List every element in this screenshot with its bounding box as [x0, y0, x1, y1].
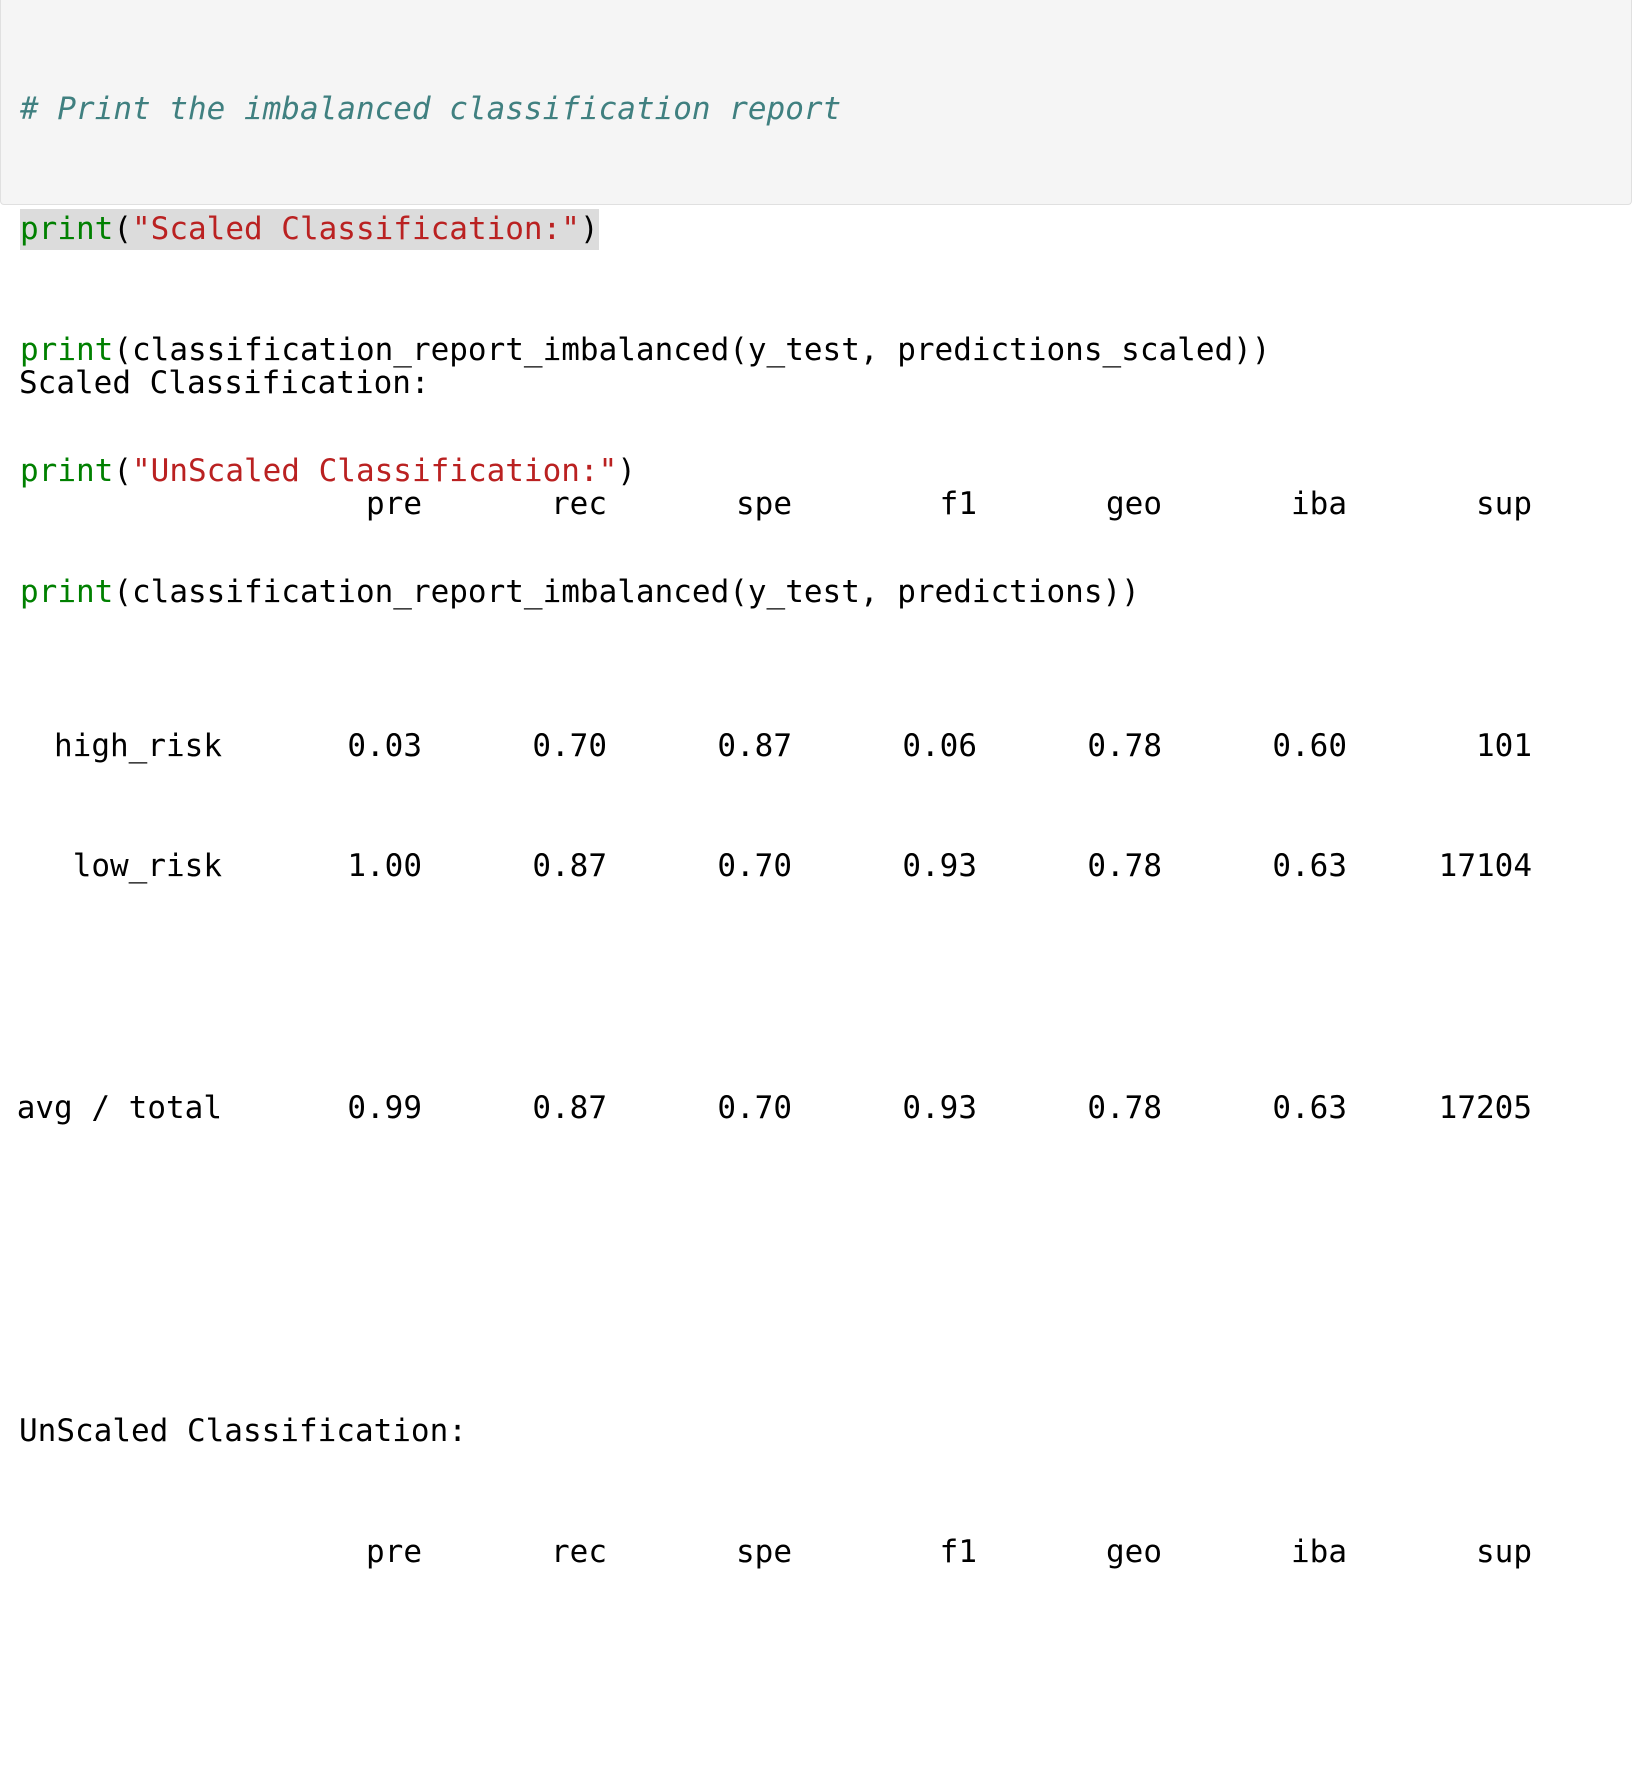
value-f1: 0.06 — [902, 727, 977, 764]
total-label: avg / total — [16, 1090, 222, 1127]
header-pre: pre — [366, 1533, 422, 1570]
value-geo: 0.78 — [1087, 727, 1162, 764]
header-geo: geo — [1106, 485, 1162, 522]
value-pre: 0.03 — [347, 727, 422, 764]
report-header-row: pre rec spe f1 geo iba sup — [19, 1532, 1599, 1572]
blank-line — [19, 605, 1599, 645]
report-header-row: pre rec spe f1 geo iba sup — [19, 484, 1599, 524]
builtin-print: print — [20, 574, 114, 611]
header-spe: spe — [736, 1533, 792, 1570]
total-iba: 0.63 — [1272, 1090, 1347, 1127]
value-rec: 0.70 — [532, 727, 607, 764]
total-spe: 0.70 — [717, 1090, 792, 1127]
code-line-print-scaled-report: print(classification_report_imbalanced(y… — [20, 330, 1270, 370]
report-title: UnScaled Classification: — [19, 1411, 1599, 1451]
value-iba: 0.60 — [1272, 727, 1347, 764]
table-total-row: avg / total 0.99 0.87 0.70 0.93 0.78 0.6… — [16, 1088, 1599, 1128]
header-f1: f1 — [939, 485, 977, 522]
code-call: (classification_report_imbalanced(y_test… — [113, 574, 1140, 611]
code-line-print-unscaled-report: print(classification_report_imbalanced(y… — [20, 572, 1270, 612]
highlighted-line: print("Scaled Classification:") — [20, 209, 599, 250]
total-sup: 17205 — [1438, 1090, 1532, 1127]
total-pre: 0.99 — [347, 1090, 422, 1127]
header-iba: iba — [1291, 485, 1347, 522]
total-geo: 0.78 — [1087, 1090, 1162, 1127]
row-label: high_risk — [54, 727, 222, 764]
code-line-comment: # Print the imbalanced classification re… — [20, 89, 1270, 129]
value-pre: 1.00 — [347, 848, 422, 885]
value-sup: 101 — [1476, 727, 1532, 764]
header-sup: sup — [1476, 1533, 1532, 1570]
header-spe: spe — [736, 485, 792, 522]
value-sup: 17104 — [1438, 848, 1532, 885]
header-pre: pre — [366, 485, 422, 522]
code-comment: # Print the imbalanced classification re… — [20, 90, 842, 127]
string-literal: "Scaled Classification:" — [132, 211, 580, 248]
header-rec: rec — [551, 485, 607, 522]
cell-output: Scaled Classification: pre rec spe f1 ge… — [16, 242, 1599, 1768]
builtin-print: print — [20, 211, 114, 248]
value-f1: 0.93 — [902, 848, 977, 885]
value-rec: 0.87 — [532, 848, 607, 885]
code-editor[interactable]: # Print the imbalanced classification re… — [20, 8, 1270, 693]
table-row: high_risk 0.03 0.70 0.87 0.06 0.78 0.60 … — [19, 726, 1599, 766]
paren-open: ( — [113, 211, 132, 248]
string-literal: "UnScaled Classification:" — [132, 453, 618, 490]
header-sup: sup — [1476, 485, 1532, 522]
row-label: low_risk — [72, 848, 222, 885]
value-iba: 0.63 — [1272, 848, 1347, 885]
total-rec: 0.87 — [532, 1090, 607, 1127]
value-spe: 0.87 — [717, 727, 792, 764]
builtin-print: print — [20, 453, 114, 490]
total-f1: 0.93 — [902, 1090, 977, 1127]
blank-line — [19, 1209, 1599, 1249]
header-rec: rec — [551, 1533, 607, 1570]
table-row: low_risk 1.00 0.87 0.70 0.93 0.78 0.63 1… — [19, 846, 1599, 886]
paren-close: ) — [579, 211, 599, 248]
builtin-print: print — [20, 332, 114, 369]
paren-open: ( — [113, 453, 132, 490]
blank-line — [19, 1652, 1599, 1692]
code-cell[interactable]: # Print the imbalanced classification re… — [0, 0, 1632, 610]
paren-close: ) — [617, 453, 636, 490]
report-title-text: UnScaled Classification: — [19, 1412, 467, 1449]
header-iba: iba — [1291, 1533, 1347, 1570]
value-geo: 0.78 — [1087, 848, 1162, 885]
header-f1: f1 — [939, 1533, 977, 1570]
report-title: Scaled Classification: — [19, 363, 1599, 403]
code-call: (classification_report_imbalanced(y_test… — [113, 332, 1271, 369]
blank-line — [19, 967, 1599, 1007]
code-line-print-scaled-title: print("Scaled Classification:") — [20, 209, 1270, 250]
report-title-text: Scaled Classification: — [19, 364, 430, 401]
code-line-print-unscaled-title: print("UnScaled Classification:") — [20, 451, 1270, 491]
value-spe: 0.70 — [717, 848, 792, 885]
header-geo: geo — [1106, 1533, 1162, 1570]
